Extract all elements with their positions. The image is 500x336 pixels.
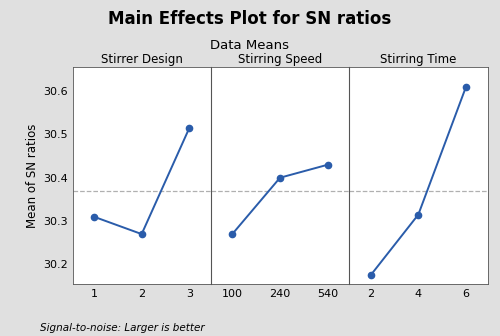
Y-axis label: Mean of SN ratios: Mean of SN ratios [26,123,38,228]
Text: Data Means: Data Means [210,39,290,52]
Text: Signal-to-noise: Larger is better: Signal-to-noise: Larger is better [40,323,204,333]
Title: Stirring Time: Stirring Time [380,53,456,66]
Title: Stirring Speed: Stirring Speed [238,53,322,66]
Text: Main Effects Plot for SN ratios: Main Effects Plot for SN ratios [108,10,392,28]
Title: Stirrer Design: Stirrer Design [100,53,182,66]
